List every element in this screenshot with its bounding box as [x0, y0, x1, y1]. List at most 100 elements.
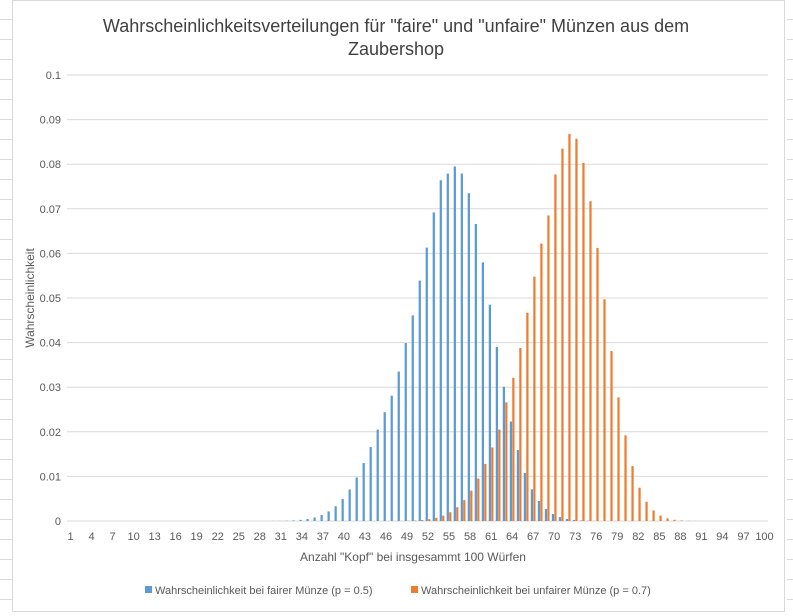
bar-fair-coin	[376, 429, 379, 521]
y-tick-label: 0.01	[40, 471, 61, 483]
x-tick-label: 61	[485, 531, 497, 543]
bar-unfair-coin	[498, 429, 501, 521]
bar-unfair-coin	[505, 402, 508, 521]
x-tick-label: 31	[275, 531, 287, 543]
legend-label-fair: Wahrscheinlichkeit bei fairer Münze (p =…	[155, 585, 373, 597]
bar-unfair-coin	[582, 162, 585, 521]
bar-unfair-coin	[596, 248, 599, 521]
x-tick-label: 94	[716, 531, 728, 543]
x-tick-label: 97	[737, 531, 749, 543]
bar-fair-coin	[390, 395, 393, 521]
bar-fair-coin	[516, 450, 520, 521]
bar-fair-coin	[474, 223, 477, 522]
bar-fair-coin	[418, 280, 421, 521]
x-tick-label: 79	[611, 531, 623, 543]
bar-fair-coin	[327, 511, 330, 521]
bar-unfair-coin	[526, 312, 529, 521]
y-tick-label: 0.09	[40, 115, 61, 127]
x-tick-label: 46	[380, 531, 392, 543]
y-tick-label: 0	[55, 516, 61, 528]
bar-fair-coin	[306, 518, 309, 521]
bar-fair-coin	[397, 371, 400, 521]
bar-unfair-coin	[449, 512, 452, 521]
bar-fair-coin	[292, 520, 295, 521]
x-tick-label: 52	[422, 531, 434, 543]
bar-fair-coin	[341, 499, 344, 521]
bar-fair-coin	[453, 166, 456, 521]
bar-unfair-coin	[414, 520, 417, 521]
bar-unfair-coin	[638, 487, 641, 521]
bar-unfair-coin	[470, 490, 473, 521]
x-tick-label: 88	[674, 531, 686, 543]
bar-fair-coin	[446, 173, 449, 522]
x-tick-label: 7	[110, 531, 116, 543]
bar-fair-coin	[467, 193, 470, 521]
bars	[271, 133, 697, 522]
x-axis-label: Anzahl "Kopf" bei insgesammt 100 Würfen	[300, 550, 526, 564]
bar-fair-coin	[579, 520, 583, 521]
bar-fair-coin	[544, 508, 548, 521]
bar-unfair-coin	[533, 276, 536, 521]
x-tick-label: 40	[338, 531, 350, 543]
legend-swatch-unfair	[411, 586, 418, 593]
bar-fair-coin	[460, 173, 463, 522]
x-tick-label: 13	[149, 531, 161, 543]
x-tick-label: 58	[464, 531, 476, 543]
bar-fair-coin	[572, 519, 576, 521]
bar-unfair-coin	[624, 435, 627, 521]
bar-unfair-coin	[421, 519, 424, 521]
bar-unfair-coin	[428, 519, 431, 521]
bar-fair-coin	[565, 518, 569, 521]
x-tick-label: 4	[88, 531, 94, 543]
bar-fair-coin	[383, 412, 386, 521]
y-tick-label: 0.03	[40, 382, 61, 394]
bar-unfair-coin	[568, 133, 571, 521]
bar-unfair-coin	[561, 148, 564, 521]
x-axis-ticks: 1 4 7 10 13 16 19 22 25 28 31 34 37 40 43 46 49 52 55 58 61 6…	[67, 531, 773, 543]
x-tick-label: 55	[443, 531, 455, 543]
chart-title-line-2: Zaubershop	[348, 39, 444, 59]
bar-unfair-coin	[680, 520, 683, 521]
bar-fair-coin	[551, 513, 555, 521]
bar-unfair-coin	[442, 515, 445, 521]
y-tick-label: 0.02	[40, 427, 61, 439]
bar-fair-coin	[320, 515, 323, 521]
bar-fair-coin	[432, 212, 435, 522]
bar-fair-coin	[530, 489, 534, 521]
x-tick-label: 34	[296, 531, 308, 543]
x-tick-label: 22	[212, 531, 224, 543]
bar-fair-coin	[558, 517, 562, 521]
bar-fair-coin	[509, 421, 513, 521]
bar-unfair-coin	[435, 517, 438, 521]
x-tick-label: 19	[191, 531, 203, 543]
bar-fair-coin	[502, 386, 506, 521]
bar-fair-coin	[313, 517, 316, 521]
x-tick-label: 49	[401, 531, 413, 543]
x-tick-label: 1	[67, 531, 73, 543]
bar-fair-coin	[495, 347, 499, 521]
y-tick-label: 0.07	[40, 204, 61, 216]
bar-fair-coin	[425, 247, 428, 522]
x-tick-label: 82	[632, 531, 644, 543]
legend-swatch-fair	[145, 586, 152, 593]
bar-fair-coin	[523, 472, 527, 521]
bar-unfair-coin	[589, 201, 592, 521]
bar-unfair-coin	[477, 478, 480, 521]
x-tick-label: 85	[653, 531, 665, 543]
bar-unfair-coin	[547, 215, 550, 522]
x-tick-label: 43	[359, 531, 371, 543]
sheet-gridlines-left	[0, 0, 12, 616]
bar-fair-coin	[299, 519, 302, 521]
bar-unfair-coin	[659, 515, 662, 521]
y-tick-label: 0.06	[40, 248, 61, 260]
sheet-gridlines-right	[787, 0, 793, 616]
bar-unfair-coin	[575, 138, 578, 521]
x-tick-label: 70	[548, 531, 560, 543]
bar-fair-coin	[488, 304, 491, 521]
bar-unfair-coin	[673, 519, 676, 521]
x-tick-label: 67	[527, 531, 539, 543]
chart-title: Wahrscheinlichkeitsverteilungen für "fai…	[103, 16, 689, 59]
bar-unfair-coin	[617, 397, 620, 521]
